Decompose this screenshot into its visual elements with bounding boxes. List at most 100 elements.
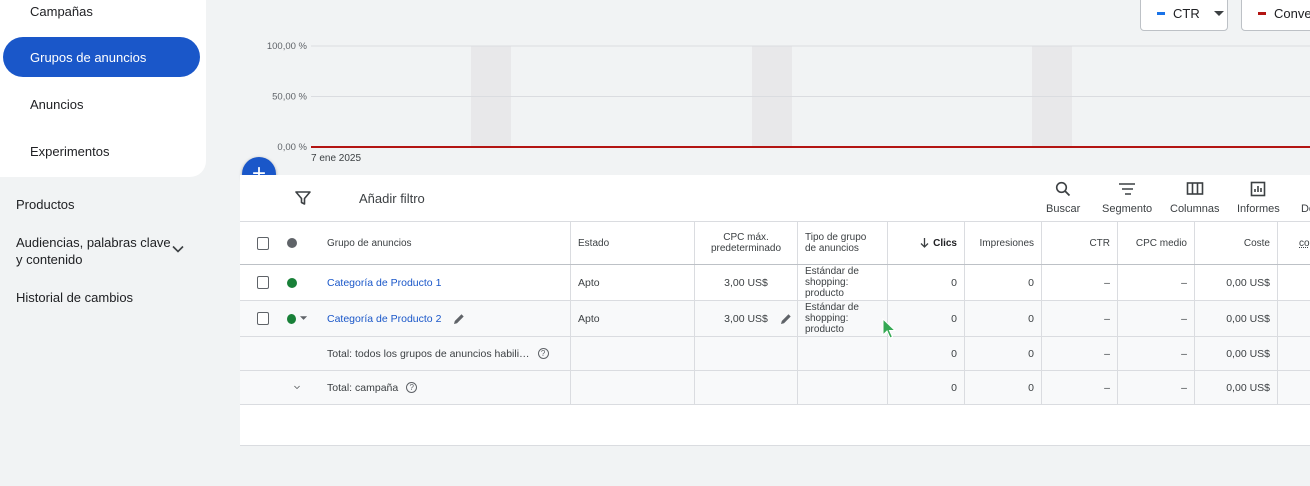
segment-icon	[1119, 183, 1136, 195]
header-impressions[interactable]: Impresiones	[965, 222, 1042, 264]
status-dot[interactable]	[287, 277, 297, 288]
header-checkbox-cell	[250, 222, 276, 264]
header-cpc-avg[interactable]: CPC medio	[1118, 222, 1195, 264]
header-status-dot-cell	[280, 222, 306, 264]
ctr-cell: –	[1042, 301, 1118, 336]
cpc-max-cell[interactable]: 3,00 US$	[695, 265, 798, 300]
ad-group-type-cell: Estándar de shopping: producto	[798, 301, 888, 336]
tool-label: Informes	[1237, 203, 1280, 215]
sidebar-item-experiments[interactable]: Experimentos	[3, 131, 200, 171]
impressions-cell: 0	[965, 371, 1042, 404]
ad-group-link[interactable]: Categoría de Producto 2	[327, 312, 442, 325]
clicks-cell: 0	[888, 371, 965, 404]
impressions-cell: 0	[965, 265, 1042, 300]
impressions-cell: 0	[965, 337, 1042, 370]
clicks-cell: 0	[888, 301, 965, 336]
y-tick-label: 50,00 %	[272, 92, 307, 103]
table-header-row: Grupo de anuncios Estado CPC máx. predet…	[240, 222, 1310, 265]
empty-cell	[695, 337, 798, 370]
sidebar-item-ad-groups[interactable]: Grupos de anuncios	[3, 37, 200, 77]
sort-descending-icon	[920, 238, 929, 248]
header-status[interactable]: Estado	[571, 222, 695, 264]
status-dot[interactable]	[287, 313, 296, 324]
sidebar-item-label: Audiencias, palabras clave y contenido	[16, 235, 171, 267]
sidebar-item-label: Productos	[16, 197, 75, 212]
chevron-down-icon[interactable]	[172, 243, 184, 255]
cpc-max-value: 3,00 US$	[724, 312, 768, 325]
cpc-avg-cell: –	[1118, 301, 1195, 336]
expand-cell	[287, 371, 307, 404]
status-cell: Apto	[571, 265, 695, 300]
metric-selector-conversions[interactable]: Conver	[1241, 0, 1310, 31]
metric-label: Conver	[1274, 6, 1310, 21]
total-label-cell: Total: todos los grupos de anuncios habi…	[240, 337, 571, 370]
chevron-down-icon[interactable]	[294, 383, 300, 392]
columns-icon	[1186, 182, 1204, 195]
sidebar-nav-card: Campañas Grupos de anuncios Anuncios Exp…	[0, 0, 206, 177]
table-row: Categoría de Producto 1 Apto 3,00 US$ Es…	[240, 265, 1310, 301]
reports-icon	[1251, 181, 1266, 197]
dropdown-arrow-icon	[1213, 10, 1224, 16]
empty-cell	[571, 337, 695, 370]
row-status-dot-cell	[280, 301, 314, 336]
sidebar-item-ads[interactable]: Anuncios	[3, 84, 200, 124]
ad-group-name-cell: Categoría de Producto 2	[320, 301, 571, 336]
empty-cell	[571, 371, 695, 404]
ad-group-type-cell: Estándar de shopping: producto	[798, 265, 888, 300]
cpc-max-cell[interactable]: 3,00 US$	[695, 301, 798, 336]
header-ctr[interactable]: CTR	[1042, 222, 1118, 264]
status-dropdown-arrow-icon[interactable]	[299, 316, 307, 321]
row-checkbox-cell	[250, 301, 276, 336]
sidebar-item-audiences[interactable]: Audiencias, palabras clave y contenido	[16, 234, 176, 268]
filter-icon[interactable]	[295, 190, 311, 206]
performance-chart: 100,00 % 50,00 % 0,00 % 7 ene 2025	[267, 41, 1310, 164]
header-cost[interactable]: Coste	[1195, 222, 1278, 264]
ctr-cell: –	[1042, 265, 1118, 300]
header-clicks-label: Clics	[933, 237, 957, 249]
row-status-dot-cell	[280, 265, 306, 300]
total-label-cell: Total: campaña ?	[320, 371, 571, 404]
empty-cell	[798, 371, 888, 404]
sidebar-item-label: Historial de cambios	[16, 290, 134, 305]
cost-cell: 0,00 US$	[1195, 337, 1278, 370]
header-ad-group-type[interactable]: Tipo de grupo de anuncios	[798, 222, 888, 264]
header-clicks[interactable]: Clics	[888, 222, 965, 264]
edit-pencil-icon[interactable]	[453, 313, 465, 325]
ctr-cell: –	[1042, 371, 1118, 404]
metric-label: CTR	[1173, 6, 1200, 21]
sidebar-item-campaigns[interactable]: Campañas	[3, 0, 200, 31]
metric-selector-ctr[interactable]: CTR	[1140, 0, 1228, 31]
header-cpc-max[interactable]: CPC máx. predeterminado	[695, 222, 798, 264]
ad-group-name-cell: Categoría de Producto 1	[320, 265, 571, 300]
row-checkbox[interactable]	[257, 312, 269, 325]
reports-button[interactable]: Informes	[1237, 181, 1280, 215]
help-icon[interactable]: ?	[406, 382, 418, 393]
header-ad-group[interactable]: Grupo de anuncios	[320, 222, 571, 264]
sidebar-item-products[interactable]: Productos	[16, 196, 75, 213]
status-filter-dot[interactable]	[287, 238, 297, 248]
search-button[interactable]: Buscar	[1046, 181, 1080, 215]
impressions-cell: 0	[965, 301, 1042, 336]
total-label: Total: campaña	[327, 381, 399, 394]
empty-cell	[798, 337, 888, 370]
cpc-avg-cell: –	[1118, 265, 1195, 300]
columns-button[interactable]: Columnas	[1170, 181, 1220, 215]
empty-cell	[695, 371, 798, 404]
edit-pencil-icon[interactable]	[780, 313, 792, 325]
sidebar-item-change-history[interactable]: Historial de cambios	[16, 289, 133, 306]
ad-groups-table-card: Añadir filtro Buscar Segmento Columnas I…	[240, 175, 1310, 446]
y-tick-label: 0,00 %	[277, 142, 307, 153]
ad-group-link[interactable]: Categoría de Producto 1	[327, 276, 442, 289]
table-toolbar: Añadir filtro Buscar Segmento Columnas I…	[240, 175, 1310, 222]
add-filter-button[interactable]: Añadir filtro	[359, 191, 425, 206]
segment-button[interactable]: Segmento	[1102, 181, 1152, 215]
search-icon	[1056, 181, 1071, 197]
help-icon[interactable]: ?	[537, 348, 549, 359]
select-all-checkbox[interactable]	[257, 236, 269, 250]
sidebar-item-label: Anuncios	[30, 96, 84, 112]
metric-color-swatch	[1258, 12, 1266, 15]
header-extra[interactable]: co	[1299, 237, 1310, 249]
y-tick-label: 100,00 %	[267, 41, 308, 52]
row-checkbox[interactable]	[257, 276, 269, 289]
more-tools-button[interactable]: De	[1300, 181, 1310, 215]
